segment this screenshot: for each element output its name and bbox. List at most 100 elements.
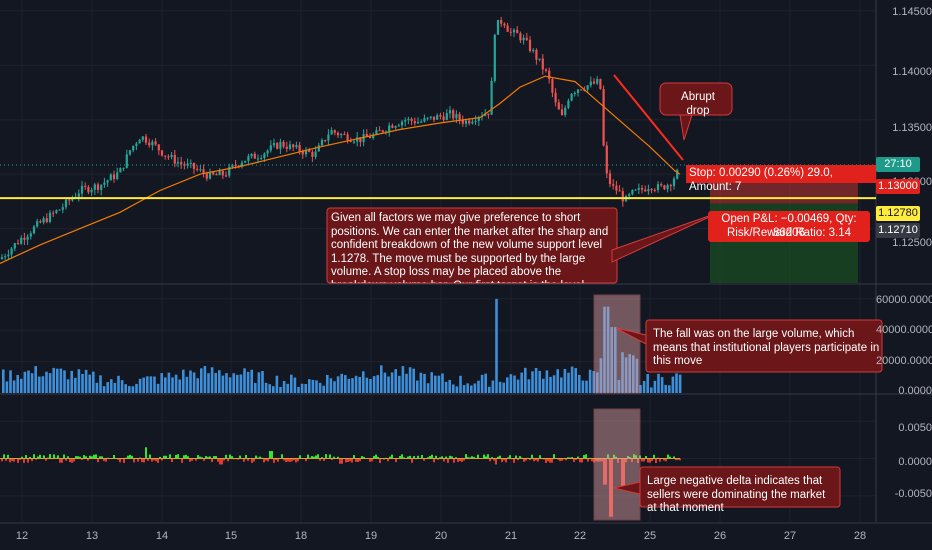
delta-bar: [329, 454, 331, 459]
delta-bar: [441, 456, 443, 459]
delta-bar: [33, 454, 35, 459]
volume-bar: [513, 375, 516, 393]
volume-bar: [437, 375, 441, 393]
candle: [490, 80, 493, 115]
candle: [279, 141, 282, 149]
candle: [644, 189, 647, 192]
volume-bar: [257, 372, 261, 393]
candle: [314, 151, 317, 157]
volume-bar: [34, 366, 37, 393]
volume-bar: [344, 375, 347, 393]
candle: [429, 116, 432, 118]
candle: [80, 185, 84, 194]
delta-bar: [435, 455, 437, 459]
x-tick-label: 25: [643, 530, 657, 542]
delta-bar: [227, 458, 229, 462]
delta-bar: [383, 458, 385, 460]
candle: [16, 243, 20, 245]
volume-bar: [286, 383, 289, 393]
delta-bar: [269, 451, 271, 459]
delta-bar: [149, 454, 151, 459]
candle: [208, 172, 212, 179]
volume-bar: [228, 377, 232, 393]
volume-bar: [336, 376, 340, 393]
candle: [224, 175, 228, 177]
candle: [349, 140, 352, 142]
delta-bar: [665, 458, 667, 462]
volume-bar: [178, 379, 181, 393]
volume-bar: [477, 380, 480, 393]
delta-bar: [247, 458, 249, 461]
volume-bar: [30, 373, 34, 393]
delta-bar: [621, 458, 623, 489]
delta-bar: [515, 455, 517, 459]
x-tick-label: 12: [15, 530, 29, 542]
volume-bar: [182, 369, 185, 393]
delta-bar: [277, 458, 279, 462]
delta-bar: [599, 458, 601, 462]
callout-pointer: [611, 211, 721, 263]
delta-bar: [99, 456, 101, 459]
delta-callout: Large negative delta indicates that sell…: [647, 475, 826, 514]
volume-bar: [297, 386, 300, 393]
delta-bar: [493, 458, 495, 461]
delta-bar: [311, 456, 313, 459]
candle: [538, 58, 541, 60]
volume-bar: [192, 372, 196, 393]
candle: [512, 29, 516, 33]
delta-bar: [187, 456, 189, 459]
volume-bar: [362, 371, 365, 393]
candle: [656, 184, 660, 190]
candle: [64, 199, 68, 208]
delta-bar: [581, 458, 583, 463]
candle: [426, 117, 429, 119]
candle: [570, 93, 573, 101]
delta-bar: [373, 455, 375, 459]
candle: [640, 187, 644, 190]
delta-bar: [571, 457, 573, 459]
delta-bar: [253, 458, 255, 462]
delta-bar: [567, 457, 569, 459]
delta-bar: [577, 456, 579, 459]
delta-bar: [355, 458, 357, 462]
delta-bar: [587, 458, 589, 462]
volume-bar: [70, 370, 73, 393]
delta-bar: [489, 458, 491, 462]
candle: [496, 20, 500, 35]
delta-bar: [339, 458, 341, 464]
delta-bar: [219, 458, 221, 465]
candle: [615, 185, 618, 191]
delta-bar: [637, 458, 639, 463]
volume-bar: [95, 382, 99, 393]
candle: [164, 155, 167, 157]
volume-bar: [484, 373, 487, 393]
delta-bar: [171, 458, 173, 463]
candle: [400, 121, 404, 126]
candle: [122, 167, 125, 169]
delta-bar: [519, 456, 521, 459]
volume-bar: [405, 373, 408, 393]
volume-bar: [441, 373, 444, 393]
volume-bar: [167, 372, 171, 393]
volume-bar: [621, 352, 624, 393]
candle: [304, 149, 308, 155]
candle: [573, 92, 576, 94]
delta-bar: [633, 454, 635, 459]
callout-pointer: [615, 327, 647, 345]
y-tick-label: 1.14500: [892, 6, 932, 18]
volume-bar: [639, 384, 642, 393]
delta-bar: [537, 458, 539, 462]
candle: [650, 189, 653, 191]
delta-bar: [29, 456, 31, 459]
volume-bar: [210, 367, 214, 393]
delta-bar: [323, 458, 325, 461]
delta-bar: [559, 458, 561, 462]
delta-bar: [85, 456, 87, 459]
volume-tick-label: 0.0000: [898, 385, 932, 397]
candle: [503, 23, 506, 26]
candle: [500, 20, 503, 24]
volume-bar: [149, 376, 153, 393]
delta-bar: [613, 454, 615, 459]
volume-bar: [452, 384, 455, 393]
